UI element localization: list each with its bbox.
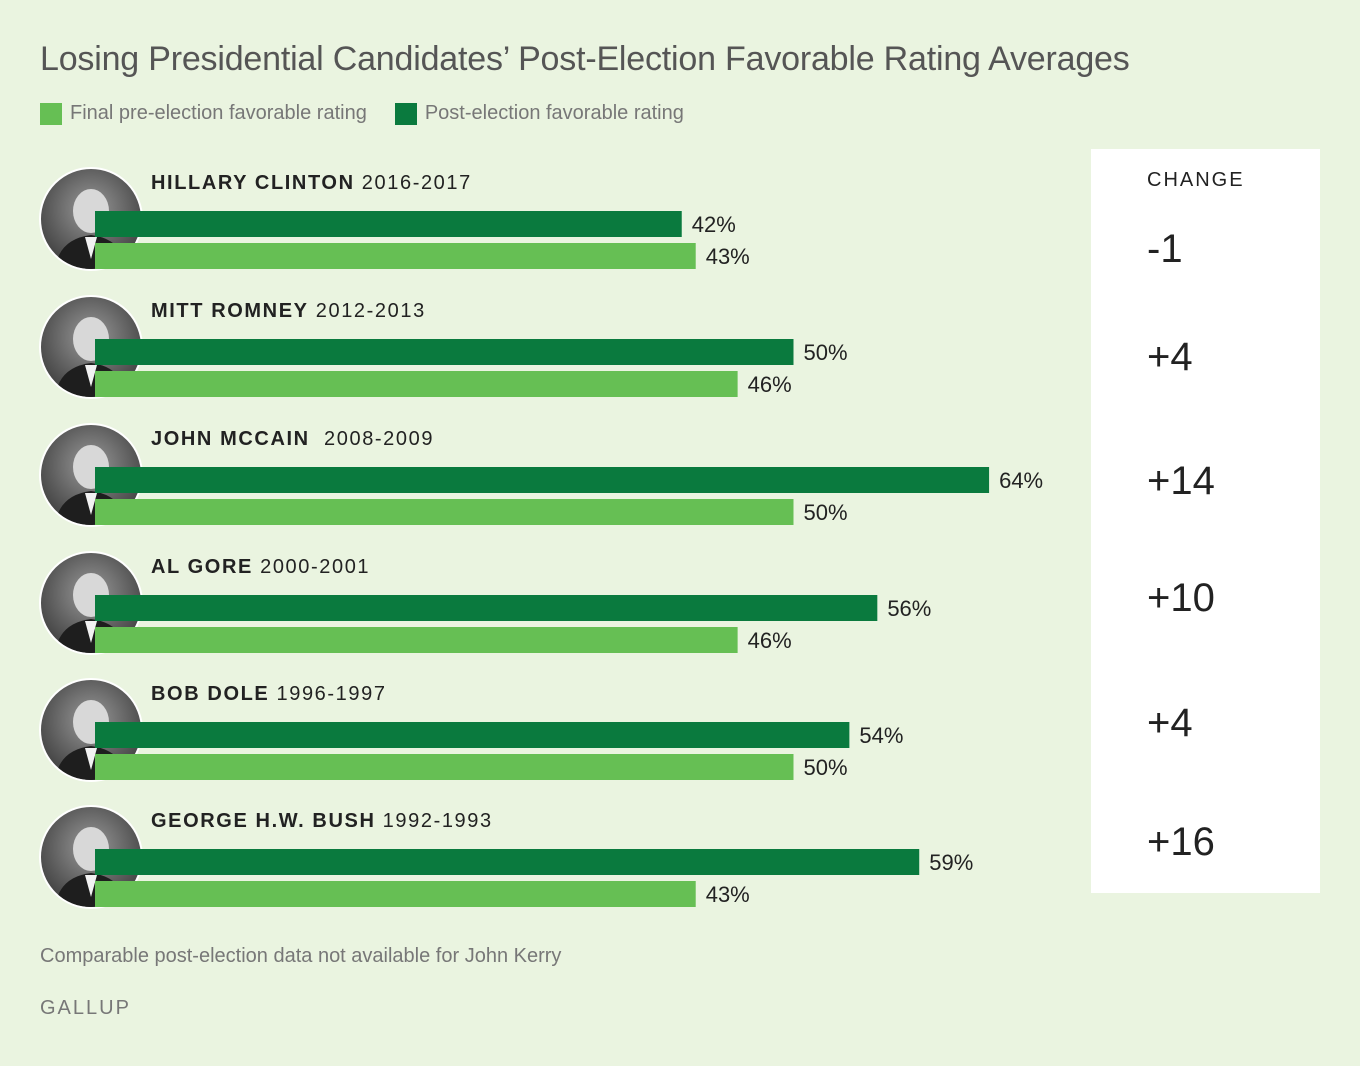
bar-post-label-0: 42% [692,212,736,237]
candidate-photo-5 [39,805,143,909]
bar-pre-1 [95,371,738,397]
bar-post-1 [95,339,794,365]
bar-pre-3 [95,627,738,653]
bar-post-label-2: 64% [999,468,1043,493]
bar-post-2 [95,467,990,493]
bar-pre-4 [95,754,794,780]
bar-post-label-4: 54% [859,723,903,748]
change-value-2: +14 [1147,459,1215,503]
legend-label-post: Post-election favorable rating [424,102,684,124]
bar-pre-label-4: 50% [804,755,848,780]
candidate-years-5: 1992-1993 [375,810,493,832]
bar-pre-2 [95,499,794,525]
chart-title: Losing Presidential Candidates’ Post-Ele… [40,40,1130,78]
legend-swatch-pre [40,102,62,125]
candidate-label-1: MITT ROMNEY 2012-2013 [151,300,426,323]
source-label: GALLUP [40,997,131,1019]
candidate-name-2: JOHN MCCAIN [151,428,310,450]
candidate-name-3: AL GORE [151,556,253,578]
candidate-name-5: GEORGE H.W. BUSH [151,810,376,832]
candidate-label-4: BOB DOLE 1996-1997 [151,683,387,706]
candidate-years-1: 2012-2013 [308,300,426,322]
candidate-label-0: HILLARY CLINTON 2016-2017 [151,172,472,195]
legend-label-pre: Final pre-election favorable rating [70,102,367,124]
candidate-name-4: BOB DOLE [151,683,270,705]
bar-pre-label-0: 43% [706,244,750,269]
bar-pre-label-3: 46% [748,628,792,653]
bar-post-5 [95,849,920,875]
bar-post-label-1: 50% [804,340,848,365]
bar-pre-label-1: 46% [748,372,792,397]
candidate-label-3: AL GORE 2000-2001 [151,556,370,579]
candidate-years-4: 1996-1997 [269,683,387,705]
change-value-1: +4 [1147,335,1193,379]
candidate-years-0: 2016-2017 [354,172,472,194]
bar-pre-0 [95,243,696,269]
bar-post-label-3: 56% [887,596,931,621]
change-value-4: +4 [1147,701,1193,745]
bar-pre-label-2: 50% [804,500,848,525]
legend: Final pre-election favorable rating Post… [40,102,712,125]
bar-post-4 [95,722,850,748]
bar-pre-5 [95,881,696,907]
bar-pre-label-5: 43% [706,882,750,907]
change-panel: CHANGE -1 +4 +14 +10 +4 +16 [1091,149,1320,893]
candidate-years-2: 2008-2009 [309,428,435,450]
bar-post-3 [95,595,878,621]
candidate-name-1: MITT ROMNEY [151,300,309,322]
legend-swatch-post [394,102,417,125]
change-value-3: +10 [1147,576,1215,620]
legend-item-post: Post-election favorable rating [394,102,684,125]
footnote: Comparable post-election data not availa… [40,945,562,967]
bar-post-label-5: 59% [929,850,973,875]
change-value-0: -1 [1147,227,1183,271]
candidate-name-0: HILLARY CLINTON [151,172,355,194]
legend-item-pre: Final pre-election favorable rating [40,102,367,125]
candidate-years-3: 2000-2001 [252,556,371,578]
bar-post-0 [95,211,682,237]
change-value-5: +16 [1147,820,1215,864]
candidate-label-5: GEORGE H.W. BUSH 1992-1993 [151,810,493,833]
candidate-label-2: JOHN MCCAIN 2008-2009 [151,428,434,451]
change-header: CHANGE [1147,169,1245,191]
